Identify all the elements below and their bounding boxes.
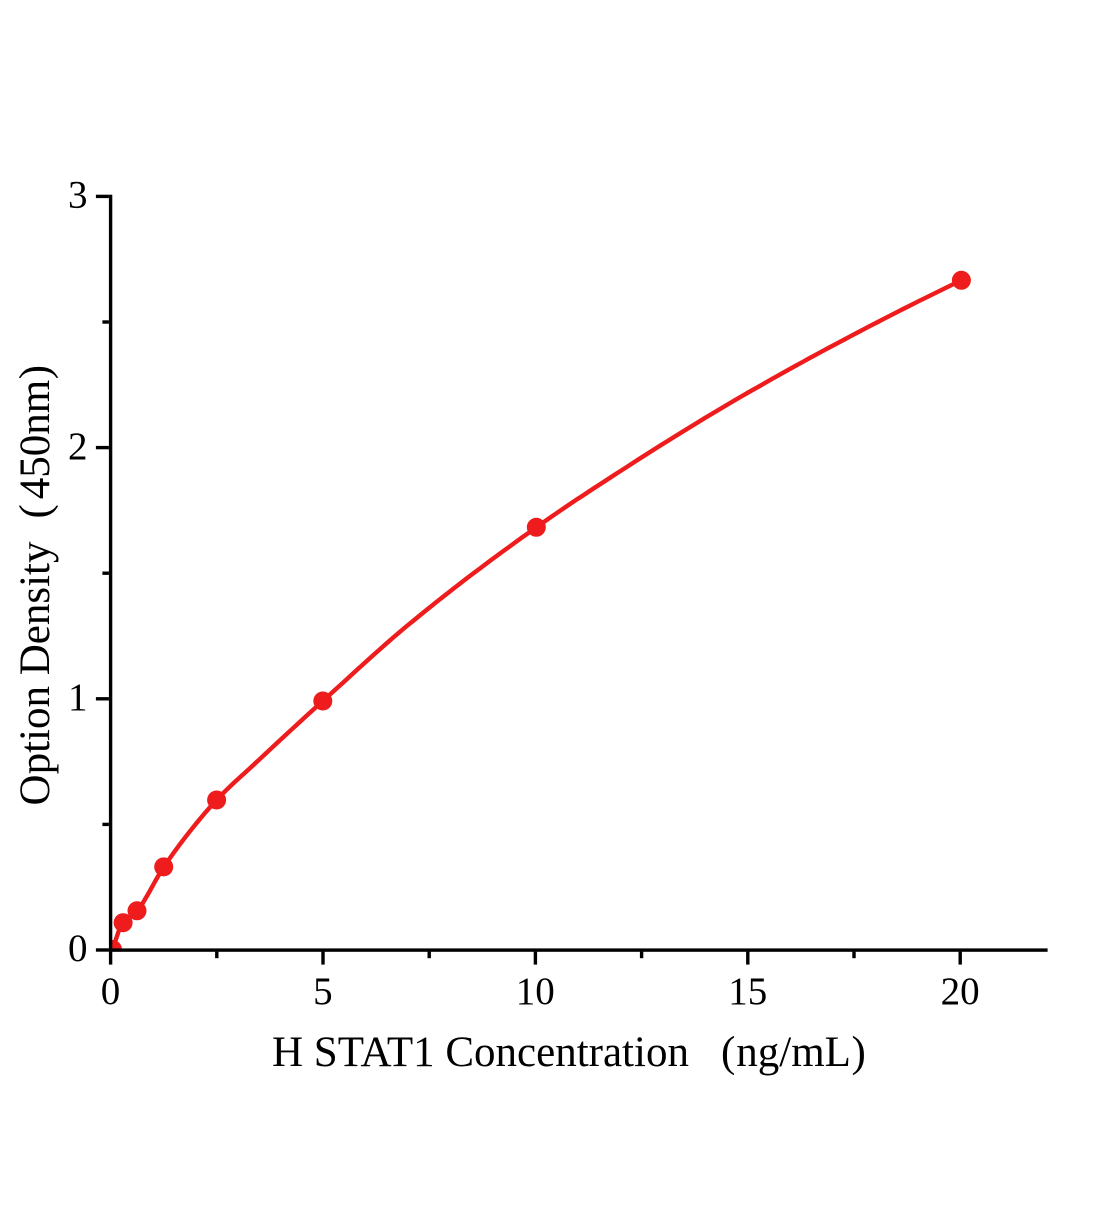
svg-text:2: 2: [68, 425, 88, 468]
svg-text:10: 10: [516, 970, 555, 1013]
svg-text:Option Density(450nm): Option Density(450nm): [12, 365, 59, 806]
svg-text:3: 3: [68, 174, 88, 217]
svg-text:H STAT1 Concentration(ng/mL): H STAT1 Concentration (ng/mL): [272, 1029, 866, 1076]
svg-text:20: 20: [941, 970, 980, 1013]
svg-text:1: 1: [68, 676, 88, 719]
svg-text:5: 5: [313, 970, 333, 1013]
svg-text:0: 0: [68, 927, 88, 970]
svg-text:15: 15: [728, 970, 767, 1013]
svg-text:0: 0: [101, 970, 121, 1013]
